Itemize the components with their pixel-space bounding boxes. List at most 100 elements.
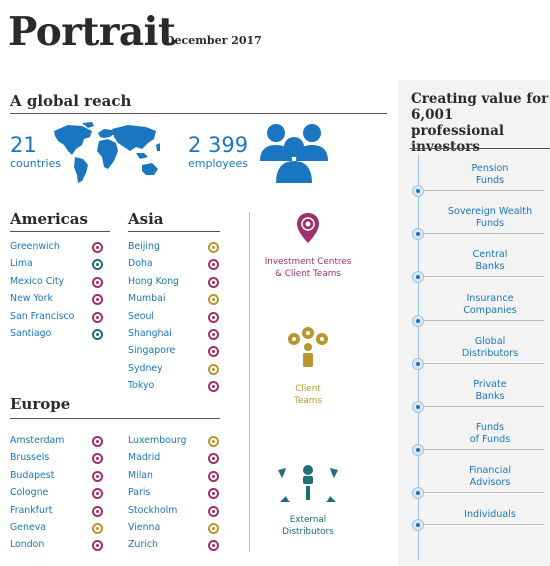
timeline-dot-icon <box>412 444 424 457</box>
investor-type-item: Sovereign Wealth Funds <box>412 206 550 246</box>
legend-client-line2: Teams <box>294 396 322 406</box>
investor-type-line2: Banks <box>475 261 505 273</box>
investor-type-underline <box>424 406 544 407</box>
magenta-marker-icon <box>208 470 219 482</box>
americas-heading: Americas <box>10 210 88 228</box>
magenta-marker-icon <box>208 329 219 340</box>
europe-heading: Europe <box>10 395 71 413</box>
city-name: Zurich <box>128 539 158 551</box>
investors-heading-line3: investors <box>411 139 480 155</box>
city-row: Amsterdam <box>10 434 104 451</box>
gold-marker-icon <box>92 523 103 534</box>
investor-type-line1: Private <box>473 379 507 390</box>
investor-type-underline <box>424 362 544 364</box>
city-row: Madrid <box>128 451 220 468</box>
legend-external-line2: Distributors <box>282 527 334 537</box>
city-row: Doha <box>128 257 220 274</box>
timeline-dot-icon <box>412 271 424 284</box>
legend-investment-centres: Investment Centres & Client Teams <box>258 256 358 280</box>
magenta-marker-icon <box>92 276 103 288</box>
investor-type-line2: Companies <box>463 304 517 316</box>
city-row: Greenwich <box>10 240 104 257</box>
magenta-marker-icon <box>92 436 103 447</box>
magenta-marker-icon <box>208 540 219 552</box>
city-name: Seoul <box>128 310 155 322</box>
legend-external-distributors: External Distributors <box>258 514 358 538</box>
investor-type-label: Central Banks <box>430 249 550 273</box>
investor-type-item: Central Banks <box>412 249 550 289</box>
report-date: December 2017 <box>165 34 262 47</box>
city-row: Beijing <box>128 240 220 257</box>
city-name: Madrid <box>128 452 161 464</box>
city-name: Stockholm <box>128 504 178 516</box>
city-name: San Francisco <box>10 310 75 322</box>
investor-type-line1: Financial <box>468 465 511 477</box>
city-row: Mumbai <box>128 292 220 309</box>
gold-marker-icon <box>208 242 219 253</box>
magenta-marker-icon <box>208 488 219 500</box>
city-name: Frankfurt <box>10 504 53 516</box>
magenta-marker-icon <box>92 488 103 500</box>
timeline-dot-icon <box>412 185 424 197</box>
city-name: Tokyo <box>128 380 155 392</box>
timeline-dot-icon <box>412 487 424 500</box>
gold-marker-icon <box>208 294 219 306</box>
investor-type-underline <box>424 276 544 278</box>
city-row: Paris <box>128 486 220 503</box>
city-name: Santiago <box>10 328 52 339</box>
investors-timeline <box>418 155 419 560</box>
city-row: Singapore <box>128 344 220 361</box>
teal-marker-icon <box>92 329 103 340</box>
city-row: Sydney <box>128 362 220 379</box>
investor-type-line1: Insurance <box>466 292 514 304</box>
city-name: Singapore <box>128 345 176 357</box>
gears-person-icon <box>288 327 328 367</box>
gold-marker-icon <box>208 523 219 534</box>
city-name: Sydney <box>128 362 163 374</box>
magenta-marker-icon <box>92 505 103 517</box>
city-row: Brussels <box>10 451 104 468</box>
city-name: Geneva <box>10 522 47 533</box>
magenta-marker-icon <box>92 242 103 253</box>
investor-type-underline <box>424 233 544 235</box>
world-map-icon <box>54 122 160 183</box>
magenta-marker-icon <box>92 294 103 306</box>
asia-divider <box>128 231 220 232</box>
city-name: Mexico City <box>10 275 65 287</box>
people-group-icon <box>260 124 328 183</box>
city-row: Seoul <box>128 310 220 327</box>
city-row: Budapest <box>10 469 104 486</box>
gold-marker-icon <box>208 436 219 447</box>
city-row: Shanghai <box>128 327 220 344</box>
city-name: Lima <box>10 258 33 270</box>
legend-investment-line2: & Client Teams <box>275 269 341 279</box>
investor-type-label: Insurance Companies <box>430 293 550 317</box>
investor-type-item: Individuals <box>412 509 550 549</box>
investors-heading: Creating value for 6,001 professional in… <box>411 91 550 155</box>
investors-heading-line1: Creating value for <box>411 91 549 107</box>
magenta-marker-icon <box>208 453 219 465</box>
investor-type-label: Pension Funds <box>430 163 550 187</box>
legend-investment-line1: Investment Centres <box>264 257 352 267</box>
employees-label: employees <box>188 157 249 170</box>
column-divider <box>249 212 250 552</box>
timeline-dot-icon <box>412 228 424 241</box>
magenta-marker-icon <box>208 311 219 323</box>
magenta-marker-icon <box>92 311 103 323</box>
investor-type-item: Private Banks <box>412 379 550 419</box>
city-row: Santiago <box>10 327 104 344</box>
investor-type-line2: Advisors <box>469 477 511 489</box>
magenta-marker-icon <box>92 470 103 482</box>
investor-type-line2: Banks <box>475 391 505 402</box>
page-title: Portrait <box>8 9 176 55</box>
city-name: Mumbai <box>128 293 166 305</box>
asia-heading: Asia <box>128 210 164 228</box>
magenta-marker-icon <box>208 259 219 271</box>
investors-heading-line2: 6,001 professional <box>411 107 504 139</box>
city-name: Brussels <box>10 452 50 464</box>
countries-count: 21 <box>10 133 37 157</box>
investor-type-line2: Funds <box>475 175 505 186</box>
distribution-arrows-icon <box>278 465 338 502</box>
timeline-dot-icon <box>412 518 424 531</box>
investor-type-item: Insurance Companies <box>412 293 550 333</box>
